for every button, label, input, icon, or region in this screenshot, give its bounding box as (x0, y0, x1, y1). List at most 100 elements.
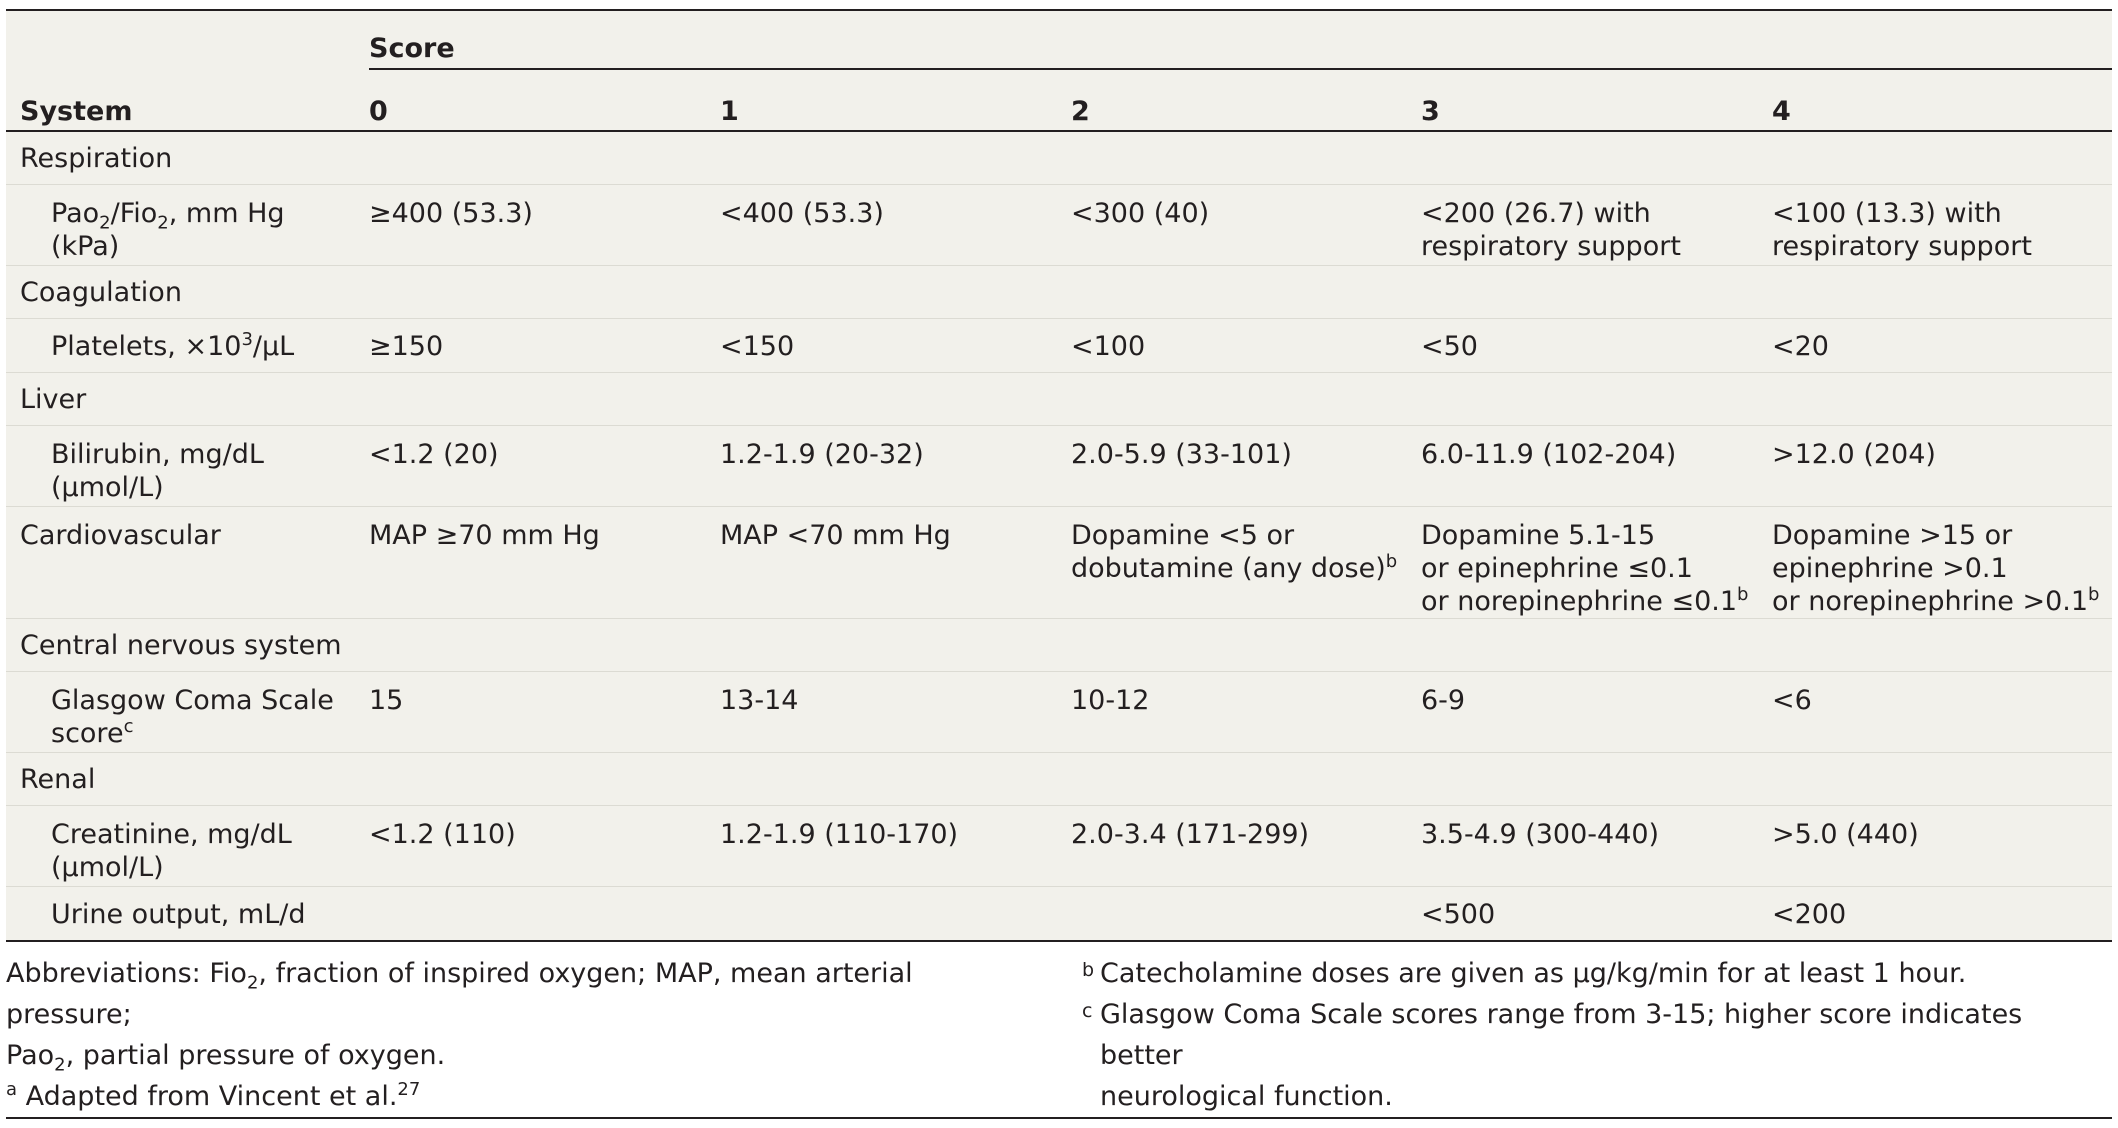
fio2-text: /Fio (110, 198, 158, 229)
cell-score-2: <300 (40) (1071, 184, 1421, 266)
footnote-mark-b: b (1385, 551, 1398, 572)
footnote-b-text: Catecholamine doses are given as μg/kg/m… (1100, 958, 1967, 989)
bilirubin-text: Bilirubin, mg/dL (51, 439, 264, 470)
cell-line-2: or epinephrine ≤0.1 (1421, 553, 1693, 584)
cell-score-0: 15 (369, 671, 720, 753)
gcs-text-2: score (51, 718, 124, 749)
row-label-bilirubin: Bilirubin, mg/dL (μmol/L) (6, 425, 369, 507)
footnote-b: b Catecholamine doses are given as μg/kg… (1082, 953, 2112, 994)
cell-score-1: MAP <70 mm Hg (720, 506, 1071, 619)
category-label: Coagulation (6, 265, 2113, 319)
footnote-c-text-2: neurological function. (1100, 1081, 1393, 1112)
table-row-pao2-fio2: Pao2/Fio2, mm Hg (kPa) ≥400 (53.3) <400 … (6, 184, 2113, 266)
footnote-mark-b: b (1737, 584, 1749, 605)
fio2-subscript: 2 (157, 212, 169, 234)
category-label: Cardiovascular (6, 506, 369, 619)
score-column-4: 4 (1772, 74, 2113, 132)
system-column-header: System (6, 74, 369, 132)
category-row-respiration: Respiration (6, 131, 2113, 185)
cell-line-3: or norepinephrine >0.1 (1772, 586, 2089, 617)
footnotes-right: b Catecholamine doses are given as μg/kg… (1082, 953, 2112, 1117)
cell-line-2: dobutamine (any dose) (1071, 553, 1386, 584)
top-rule (6, 9, 2112, 11)
footnote-mark-a: a (6, 1079, 18, 1100)
cell-score-1: 1.2-1.9 (20-32) (720, 425, 1071, 507)
cell-score-0: ≥400 (53.3) (369, 184, 720, 266)
row-label-creatinine: Creatinine, mg/dL (μmol/L) (6, 805, 369, 887)
cell-score-2: <100 (1071, 318, 1421, 373)
category-row-renal: Renal (6, 752, 2113, 806)
pao2-unit-kpa: (kPa) (51, 231, 120, 262)
table-row-gcs: Glasgow Coma Scale scorec 15 13-14 10-12… (6, 671, 2113, 753)
cell-score-3: 6-9 (1421, 671, 1772, 753)
category-row-coagulation: Coagulation (6, 265, 2113, 319)
row-label-platelets: Platelets, ×103/μL (6, 318, 369, 373)
table-row-creatinine: Creatinine, mg/dL (μmol/L) <1.2 (110) 1.… (6, 805, 2113, 887)
cell-score-4: <100 (13.3) with respiratory support (1772, 184, 2113, 266)
header-row-score: Score (6, 11, 2113, 74)
cell-score-2: 2.0-3.4 (171-299) (1071, 805, 1421, 887)
cell-line-2: respiratory support (1772, 231, 2032, 262)
sofa-score-table: Score System 0 1 2 3 4 Respiration Pao2/… (6, 11, 2113, 942)
score-column-3: 3 (1421, 74, 1772, 132)
footnotes-left: Abbreviations: Fio2, fraction of inspire… (6, 953, 1046, 1117)
creatinine-text: Creatinine, mg/dL (51, 819, 292, 850)
cell-score-3: Dopamine 5.1-15 or epinephrine ≤0.1 or n… (1421, 506, 1772, 619)
abbr-fio: Fio (209, 958, 247, 989)
cell-line-3: or norepinephrine ≤0.1 (1421, 586, 1738, 617)
row-label-pao2-fio2: Pao2/Fio2, mm Hg (kPa) (6, 184, 369, 266)
cell-line-1: Dopamine 5.1-15 (1421, 520, 1656, 551)
cell-score-3: 3.5-4.9 (300-440) (1421, 805, 1772, 887)
cell-line-1: Dopamine >15 or (1772, 520, 2013, 551)
table-row-platelets: Platelets, ×103/μL ≥150 <150 <100 <50 <2… (6, 318, 2113, 373)
score-header-label: Score (369, 32, 2113, 70)
footnote-mark-b: b (1082, 959, 1095, 981)
gcs-text: Glasgow Coma Scale (51, 685, 334, 716)
cell-score-0: MAP ≥70 mm Hg (369, 506, 720, 619)
cell-score-4: <200 (1772, 886, 2113, 942)
pao2-unit: , mm Hg (168, 198, 285, 229)
footnote-mark-b: b (2088, 584, 2100, 605)
header-empty-cell (6, 11, 369, 74)
abbr-text-1: , fraction of inspired oxygen; MAP, mean… (6, 958, 913, 1030)
cell-score-0: <1.2 (20) (369, 425, 720, 507)
row-label-gcs: Glasgow Coma Scale scorec (6, 671, 369, 753)
cell-score-1: <150 (720, 318, 1071, 373)
cell-score-2: Dopamine <5 or dobutamine (any dose)b (1071, 506, 1421, 619)
category-label: Respiration (6, 131, 2113, 185)
footnote-c-text-1: Glasgow Coma Scale scores range from 3-1… (1100, 999, 2023, 1071)
abbr-text-2: , partial pressure of oxygen. (65, 1040, 446, 1071)
category-label: Central nervous system (6, 618, 2113, 672)
cell-score-1: <400 (53.3) (720, 184, 1071, 266)
header-row-columns: System 0 1 2 3 4 (6, 74, 2113, 132)
cell-score-3: <500 (1421, 886, 1772, 942)
cell-score-1: 13-14 (720, 671, 1071, 753)
category-row-cns: Central nervous system (6, 618, 2113, 672)
header-score-cell: Score (369, 11, 2113, 74)
cell-score-2: 10-12 (1071, 671, 1421, 753)
table-row-cardiovascular: Cardiovascular MAP ≥70 mm Hg MAP <70 mm … (6, 506, 2113, 619)
abbr-fio-sub: 2 (246, 972, 259, 994)
bottom-rule (6, 1117, 2112, 1119)
cell-score-2 (1071, 886, 1421, 942)
cell-score-2: 2.0-5.9 (33-101) (1071, 425, 1421, 507)
abbr-pao-sub: 2 (54, 1054, 66, 1076)
cell-score-4: >12.0 (204) (1772, 425, 2113, 507)
pao2-subscript: 2 (99, 212, 111, 234)
cell-score-1 (720, 886, 1071, 942)
cell-score-0: <1.2 (110) (369, 805, 720, 887)
cell-score-4: <20 (1772, 318, 2113, 373)
footnote-a-ref: 27 (397, 1079, 421, 1100)
abbr-pao: Pao (6, 1040, 55, 1071)
score-column-0: 0 (369, 74, 720, 132)
score-column-2: 2 (1071, 74, 1421, 132)
cell-score-4: >5.0 (440) (1772, 805, 2113, 887)
footnote-mark-c: c (123, 716, 134, 737)
cell-score-0: ≥150 (369, 318, 720, 373)
cell-score-4: <6 (1772, 671, 2113, 753)
cell-line-1: <200 (26.7) with (1421, 198, 1651, 229)
cell-score-1: 1.2-1.9 (110-170) (720, 805, 1071, 887)
footnote-a-text: Adapted from Vincent et al. (25, 1081, 398, 1112)
platelets-unit: /μL (252, 331, 295, 362)
